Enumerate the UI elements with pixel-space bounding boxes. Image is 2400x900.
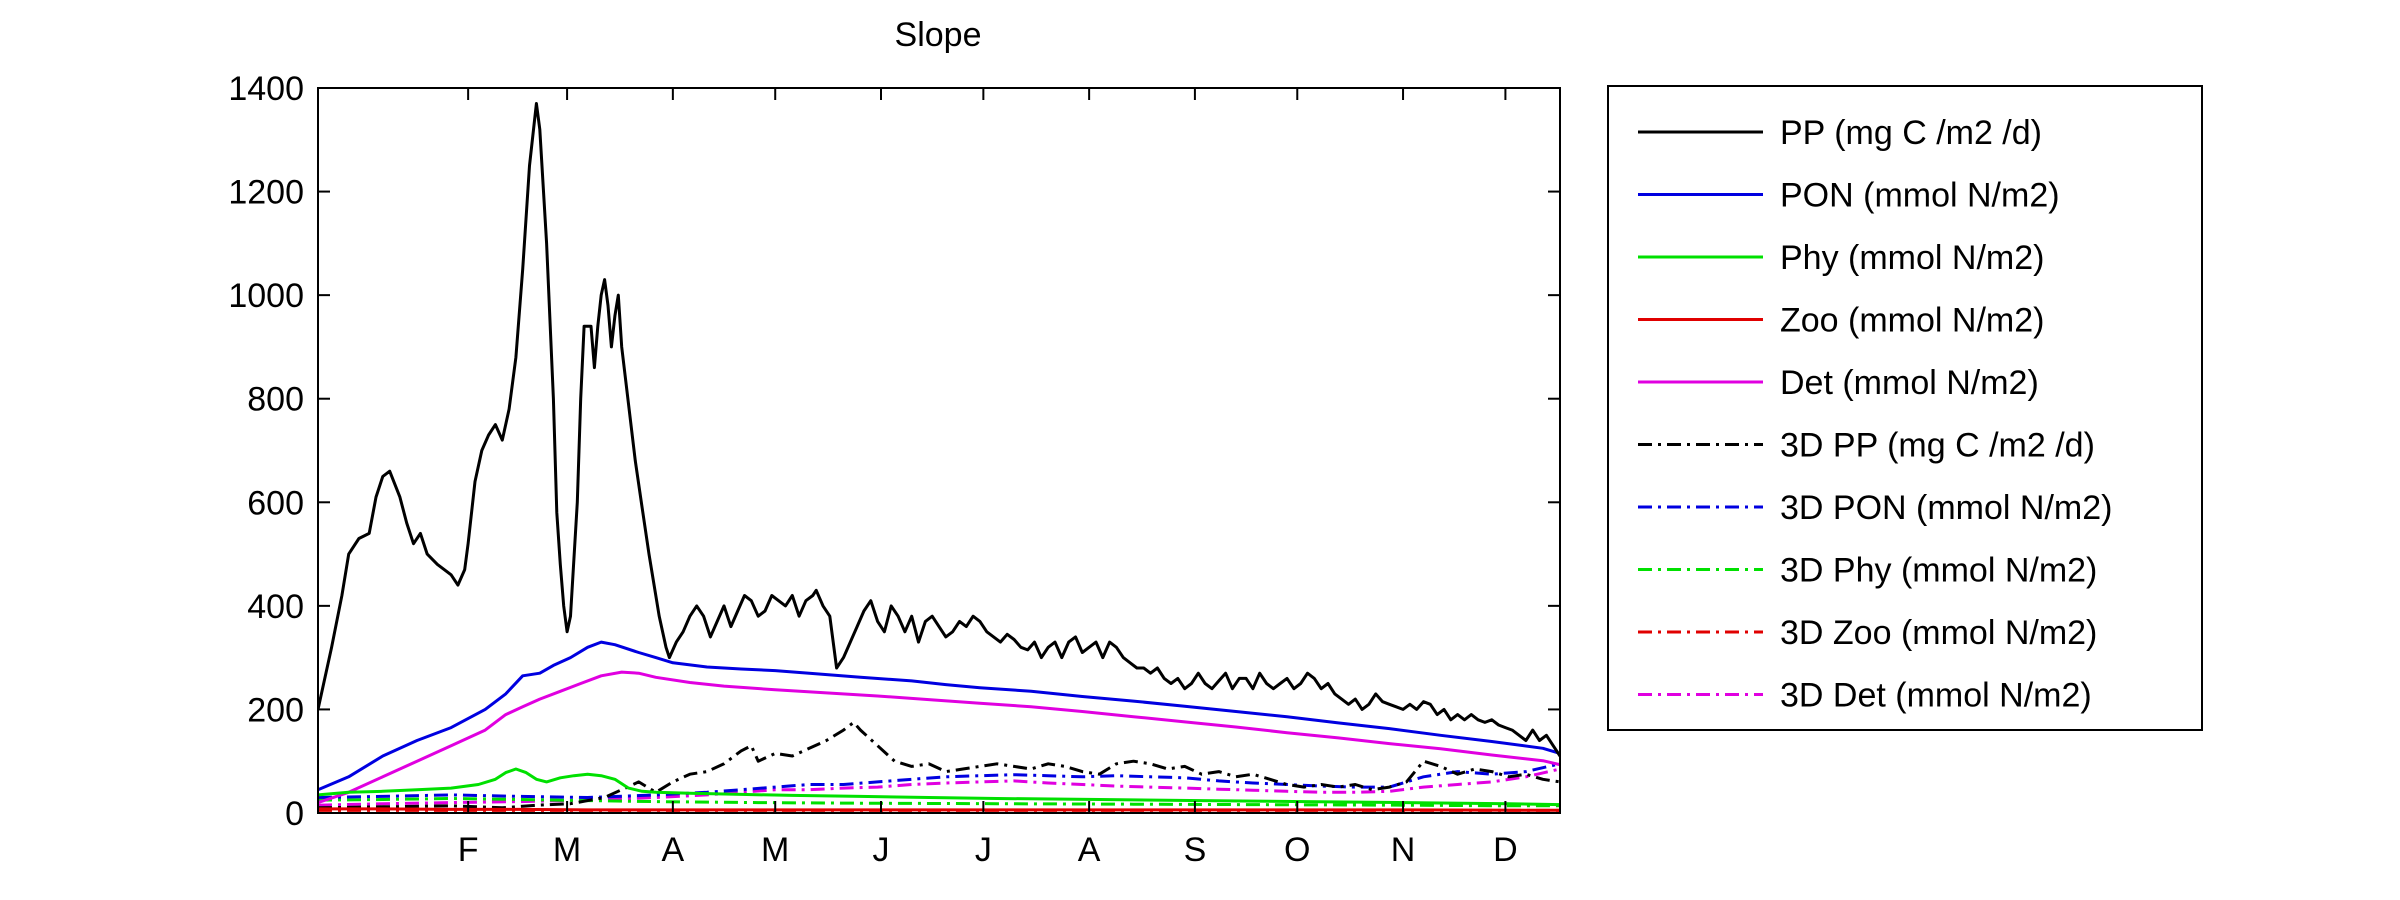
legend-label: PON (mmol N/m2) (1780, 177, 2060, 215)
y-tick-label: 1400 (228, 70, 304, 108)
y-tick-label: 0 (285, 795, 304, 833)
legend: PP (mg C /m2 /d) PON (mmol N/m2) Phy (mmol… (1607, 85, 2203, 731)
x-tick-label: S (1184, 831, 1207, 869)
y-tick-label: 400 (247, 588, 304, 626)
y-tick-label: 1000 (228, 277, 304, 315)
y-tick-label: 200 (247, 691, 304, 729)
series-line-phy-mmol-n-m2 (318, 767, 1560, 807)
legend-label: 3D Det (mmol N/m2) (1780, 677, 2092, 715)
y-tick-label: 600 (247, 484, 304, 522)
x-tick-label: M (553, 831, 581, 869)
x-tick-label: O (1284, 831, 1310, 869)
series-line-zoo-mmol-n-m2 (318, 807, 1560, 812)
legend-label: Phy (mmol N/m2) (1780, 239, 2044, 277)
x-tick-label: J (872, 831, 889, 869)
chart-title: Slope (895, 16, 982, 54)
series-line-3d-phy-mmol-n-m2 (318, 797, 1560, 808)
x-tick-label: A (662, 831, 685, 869)
legend-label: 3D PON (mmol N/m2) (1780, 489, 2112, 527)
x-tick-label: N (1391, 831, 1416, 869)
x-tick-label: M (761, 831, 789, 869)
x-tick-label: D (1493, 831, 1518, 869)
series-line-3d-pp-mg-c-m2-d (318, 720, 1560, 810)
y-tick-label: 1200 (228, 174, 304, 212)
plot-area (318, 102, 1560, 812)
series-line-3d-det-mmol-n-m2 (318, 767, 1560, 807)
x-tick-label: A (1078, 831, 1101, 869)
legend-label: Zoo (mmol N/m2) (1780, 302, 2044, 340)
legend-label: Det (mmol N/m2) (1780, 364, 2039, 402)
x-tick-label: J (975, 831, 992, 869)
y-axis: 0 200 400 600 800 1000 1200 1400 (228, 70, 1560, 833)
series-line-pon-mmol-n-m2 (318, 640, 1560, 792)
legend-label: 3D Zoo (mmol N/m2) (1780, 614, 2097, 652)
legend-label: 3D Phy (mmol N/m2) (1780, 552, 2097, 590)
x-tick-label: F (458, 831, 479, 869)
plot-frame (317, 87, 1561, 814)
series-line-det-mmol-n-m2 (318, 670, 1560, 805)
legend-label: PP (mg C /m2 /d) (1780, 114, 2042, 152)
series-line-pp-mg-c-m2-d (318, 102, 1560, 758)
y-tick-label: 800 (247, 381, 304, 419)
legend-label: 3D PP (mg C /m2 /d) (1780, 427, 2095, 465)
